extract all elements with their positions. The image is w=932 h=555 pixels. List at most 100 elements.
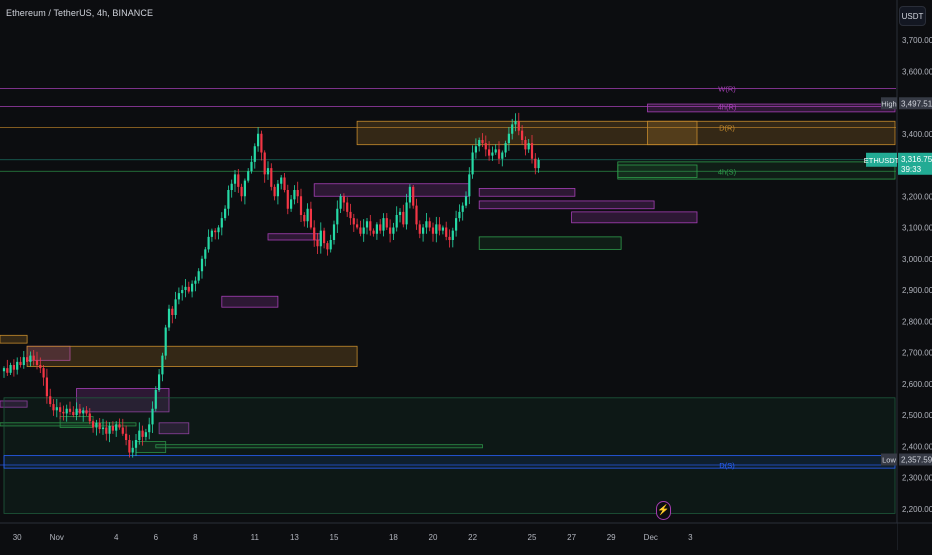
candle-body <box>286 190 289 209</box>
candle <box>227 185 230 216</box>
candle-body <box>290 199 293 209</box>
candle <box>445 221 448 241</box>
zone-box <box>478 188 576 197</box>
candle-body <box>6 368 9 373</box>
x-tick-label: Dec <box>644 533 658 542</box>
zone-box <box>0 422 137 427</box>
candle <box>72 406 75 418</box>
candle-body <box>230 183 233 190</box>
candle <box>243 178 246 205</box>
candle <box>464 191 468 209</box>
low-value-tag <box>899 453 932 466</box>
candle-body <box>9 365 12 373</box>
candle <box>191 280 194 298</box>
candle-body <box>200 258 204 272</box>
candle <box>55 398 58 418</box>
candle-body <box>313 227 316 240</box>
candle-body <box>537 160 540 169</box>
candle <box>217 225 220 240</box>
candle <box>484 135 487 157</box>
candle-body <box>524 140 527 150</box>
candle <box>184 278 187 298</box>
candle <box>105 420 108 441</box>
zone-box <box>356 120 698 146</box>
candle-body <box>227 190 230 209</box>
candle <box>511 118 514 140</box>
x-tick-label: 25 <box>528 533 537 542</box>
candle <box>468 167 471 205</box>
candle-body <box>329 240 332 250</box>
candle <box>6 359 9 376</box>
candle <box>326 240 329 256</box>
candle <box>369 214 372 236</box>
candle-body <box>131 447 134 453</box>
candle-body <box>422 227 425 234</box>
candle-body <box>309 208 312 228</box>
candle-body <box>293 190 296 200</box>
candle-body <box>273 186 276 197</box>
candle-body <box>441 227 444 231</box>
candle-body <box>35 360 39 365</box>
candle-body <box>82 410 85 414</box>
candle <box>504 140 507 158</box>
candle <box>49 388 52 407</box>
candle-body <box>478 140 481 147</box>
y-tick-label: 2,300.00 <box>902 474 932 483</box>
candle <box>299 188 303 223</box>
candle-body <box>115 424 118 431</box>
candle <box>290 195 293 212</box>
candle-body <box>461 205 464 212</box>
candle <box>365 217 369 235</box>
candle-body <box>405 202 408 225</box>
candle-body <box>514 121 517 125</box>
currency-button[interactable]: USDT <box>899 6 926 26</box>
candle <box>220 212 223 236</box>
high-tag <box>881 97 897 110</box>
candle <box>395 206 398 232</box>
candle <box>336 200 339 233</box>
candle <box>359 220 362 237</box>
candle <box>224 205 227 221</box>
candle-body <box>98 422 101 430</box>
candle-body <box>494 149 497 153</box>
candle <box>68 401 72 415</box>
candle-body <box>250 161 253 172</box>
candle-body <box>49 396 52 405</box>
candle <box>95 419 98 436</box>
candle <box>435 216 438 243</box>
candle-body <box>260 133 263 153</box>
candle-body <box>323 230 326 244</box>
candle-body <box>356 224 359 228</box>
candle-body <box>471 152 474 175</box>
y-tick-label: 3,400.00 <box>902 130 932 139</box>
candle <box>266 161 270 180</box>
y-tick-label: 2,800.00 <box>902 317 932 326</box>
candle-body <box>134 440 138 448</box>
candle-body <box>270 168 273 187</box>
candle <box>507 126 510 151</box>
candle <box>398 208 402 223</box>
candle-body <box>138 430 141 440</box>
candle-body <box>517 121 520 131</box>
candle-body <box>497 149 501 159</box>
candle <box>491 146 494 161</box>
candle-body <box>128 440 131 453</box>
low-value-label: 2,357.59 <box>901 456 932 465</box>
candle-body <box>191 283 194 292</box>
candle <box>332 220 336 245</box>
candle <box>382 213 385 237</box>
lightning-bolt-icon[interactable]: ⚡ <box>656 501 671 520</box>
candle <box>441 225 444 235</box>
candle <box>26 354 29 365</box>
candle-body <box>392 227 395 234</box>
candle-body <box>415 205 418 225</box>
candle <box>167 304 171 331</box>
x-tick-label: 27 <box>567 533 576 542</box>
candle <box>108 422 111 443</box>
candle <box>534 153 537 175</box>
candle-body <box>59 407 62 412</box>
candle-body <box>62 411 65 414</box>
low-tag <box>881 453 897 466</box>
